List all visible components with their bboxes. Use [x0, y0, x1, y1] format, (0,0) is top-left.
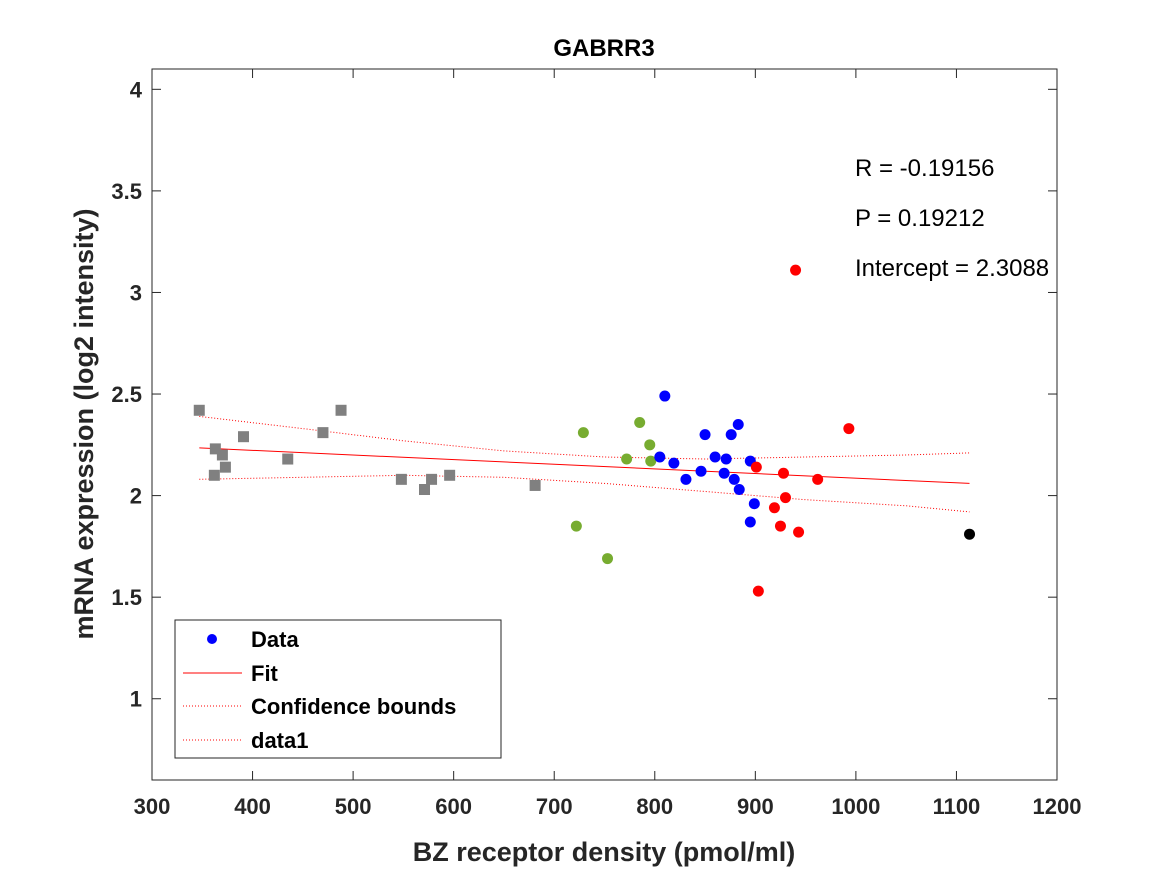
x-tick-label: 400 — [234, 794, 271, 819]
data-point-gray — [444, 469, 456, 481]
data-point-red — [843, 423, 855, 435]
data-point-gray — [282, 453, 294, 465]
plot-area-frame — [151, 68, 1058, 781]
x-tick-label: 700 — [536, 794, 573, 819]
x-tick-label: 300 — [134, 794, 171, 819]
axis-ticks: 300 400 500 600 700 800 900 1000 1100 1200 1 1.5 2 2.… — [111, 69, 1081, 819]
legend-box — [174, 619, 502, 759]
confidence-bound-lower — [199, 474, 970, 513]
legend-label-data: Data — [251, 627, 299, 652]
legend-label-data1: data1 — [251, 728, 308, 753]
data-point-red — [793, 526, 805, 538]
fit-line — [199, 447, 970, 484]
data-point-gray — [219, 461, 231, 473]
data-point-data — [695, 465, 707, 477]
legend-swatch-data — [207, 634, 217, 644]
data-point-data — [709, 451, 721, 463]
data-point-red — [790, 264, 802, 276]
data-point-data — [718, 467, 730, 479]
data-point-data — [668, 457, 680, 469]
data-point-black — [964, 528, 976, 540]
data-point-red — [812, 473, 824, 485]
data-point-data — [654, 451, 666, 463]
data-point-green — [577, 427, 589, 439]
y-tick-label: 3.5 — [111, 179, 142, 204]
data-point-data — [699, 429, 711, 441]
x-tick-label: 800 — [636, 794, 673, 819]
x-tick-label: 1000 — [831, 794, 880, 819]
legend-label-confidence-bounds: Confidence bounds — [251, 694, 456, 719]
legend: Data Fit Confidence bounds data1 — [174, 619, 502, 759]
data-point-gray — [529, 479, 541, 491]
data-point-red — [780, 492, 791, 504]
data-point-green — [645, 455, 657, 467]
data-point-data — [733, 484, 745, 496]
data-point-gray — [426, 473, 438, 485]
data-point-green — [621, 453, 633, 465]
data-point-data — [659, 390, 671, 402]
y-tick-label: 2 — [130, 484, 142, 509]
data-point-gray — [208, 469, 220, 481]
plot-marks — [193, 264, 976, 597]
data-point-data — [725, 429, 737, 441]
x-tick-label: 500 — [335, 794, 372, 819]
y-tick-label: 4 — [130, 77, 143, 102]
data-point-green — [570, 520, 582, 532]
annotation-r: R = -0.19156 — [855, 155, 994, 182]
x-axis-title: BZ receptor density (pmol/ml) — [413, 837, 796, 867]
chart-title: GABRR3 — [553, 35, 654, 62]
data-point-data — [744, 516, 756, 528]
data-point-red — [774, 520, 786, 532]
x-tick-label: 900 — [737, 794, 774, 819]
y-tick-label: 1 — [130, 687, 142, 712]
data-point-gray — [238, 431, 250, 443]
data-point-gray — [395, 473, 407, 485]
annotation-intercept: Intercept = 2.3088 — [855, 255, 1049, 282]
data-point-green — [602, 553, 614, 565]
data-point-red — [752, 585, 764, 597]
data-point-red — [750, 461, 762, 473]
y-tick-label: 2.5 — [111, 382, 142, 407]
x-tick-label: 1200 — [1033, 794, 1082, 819]
data-point-red — [777, 467, 789, 479]
data-point-data — [732, 419, 744, 430]
y-tick-label: 1.5 — [111, 585, 142, 610]
data-point-red — [768, 502, 780, 514]
data-point-data — [720, 453, 732, 465]
data-point-data — [728, 473, 740, 485]
data-point-gray — [193, 404, 205, 416]
data-point-gray — [335, 404, 347, 416]
data-point-gray — [216, 449, 228, 461]
data-point-green — [634, 416, 646, 428]
annotation-p: P = 0.19212 — [855, 205, 985, 232]
data-point-green — [644, 439, 656, 451]
x-tick-label: 600 — [435, 794, 472, 819]
data-point-gray — [419, 484, 431, 496]
y-axis-title: mRNA expression (log2 intensity) — [69, 208, 99, 639]
data-point-data — [748, 498, 760, 510]
data-point-data — [680, 473, 692, 485]
x-tick-label: 1100 — [933, 794, 981, 819]
legend-label-fit: Fit — [251, 661, 279, 686]
confidence-bound-upper — [199, 415, 970, 460]
data-point-gray — [317, 427, 329, 439]
data-point-gray — [209, 443, 221, 455]
y-tick-label: 3 — [130, 280, 142, 305]
